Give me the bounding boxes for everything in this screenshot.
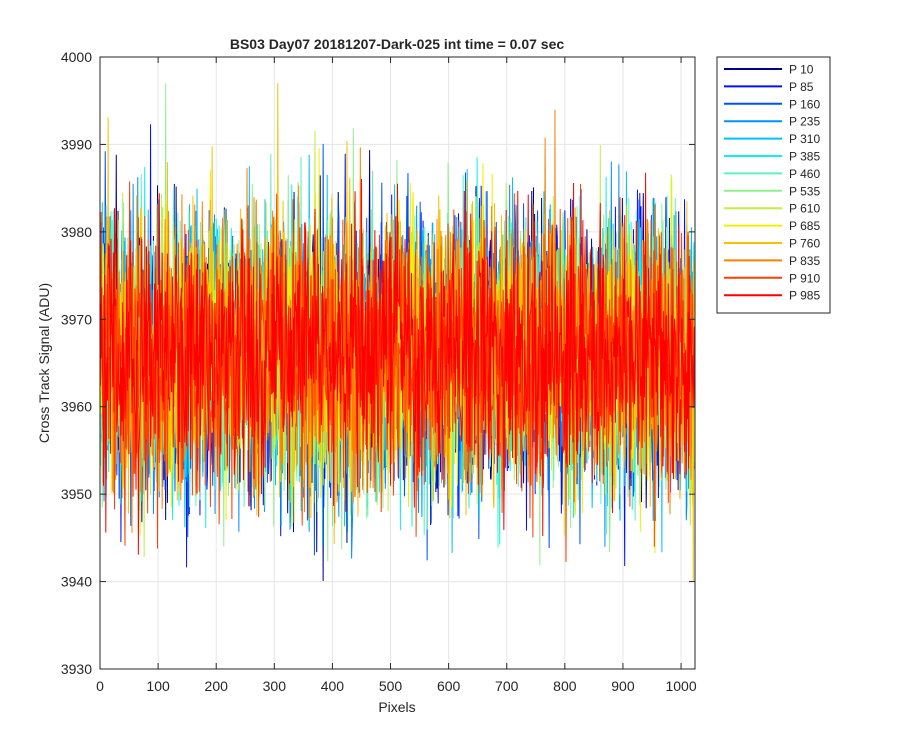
y-tick-label: 3930	[61, 661, 92, 677]
legend-label: P 235	[789, 115, 820, 129]
legend-label: P 85	[789, 80, 814, 94]
y-tick-label: 3970	[61, 311, 92, 327]
x-tick-label: 800	[553, 678, 577, 694]
y-tick-label: 3940	[61, 574, 92, 590]
legend-label: P 535	[789, 184, 820, 198]
legend-label: P 835	[789, 254, 820, 268]
x-tick-label: 300	[263, 678, 287, 694]
legend-label: P 610	[789, 202, 820, 216]
series-line-p-985	[100, 172, 695, 555]
legend-label: P 985	[789, 289, 820, 303]
tick-labels: 0 100 200 300 400 500 600 700 800 900 1000 3930 3940…	[61, 49, 697, 694]
chart-title: BS03 Day07 20181207-Dark-025 int time = …	[230, 36, 564, 52]
x-tick-label: 600	[437, 678, 461, 694]
x-tick-label: 1000	[665, 678, 696, 694]
legend-label: P 910	[789, 271, 820, 285]
y-tick-label: 3960	[61, 399, 92, 415]
x-tick-label: 100	[146, 678, 170, 694]
legend-label: P 385	[789, 150, 820, 164]
legend-label: P 10	[789, 63, 814, 77]
x-tick-label: 700	[495, 678, 519, 694]
y-tick-label: 3950	[61, 486, 92, 502]
legend-box	[716, 56, 831, 314]
legend-label: P 760	[789, 237, 820, 251]
legend-label: P 460	[789, 167, 820, 181]
x-tick-label: 500	[379, 678, 403, 694]
x-tick-label: 400	[321, 678, 345, 694]
legend-label: P 160	[789, 97, 820, 111]
legend-label: P 310	[789, 132, 820, 146]
plot-border	[99, 56, 696, 670]
x-tick-label: 200	[205, 678, 229, 694]
x-tick-label: 900	[611, 678, 635, 694]
y-tick-label: 3980	[61, 224, 92, 240]
y-axis-label: Cross Track Signal (ADU)	[36, 283, 52, 443]
x-axis-label: Pixels	[378, 699, 415, 715]
legend-label: P 685	[789, 219, 820, 233]
y-tick-label: 4000	[61, 49, 92, 65]
legend: P 10 P 85 P 160 P 235 P 310 P 385 P 460 P 535 P …	[716, 56, 831, 314]
y-tick-label: 3990	[61, 136, 92, 152]
x-tick-label: 0	[96, 678, 104, 694]
series-lines	[100, 83, 695, 582]
